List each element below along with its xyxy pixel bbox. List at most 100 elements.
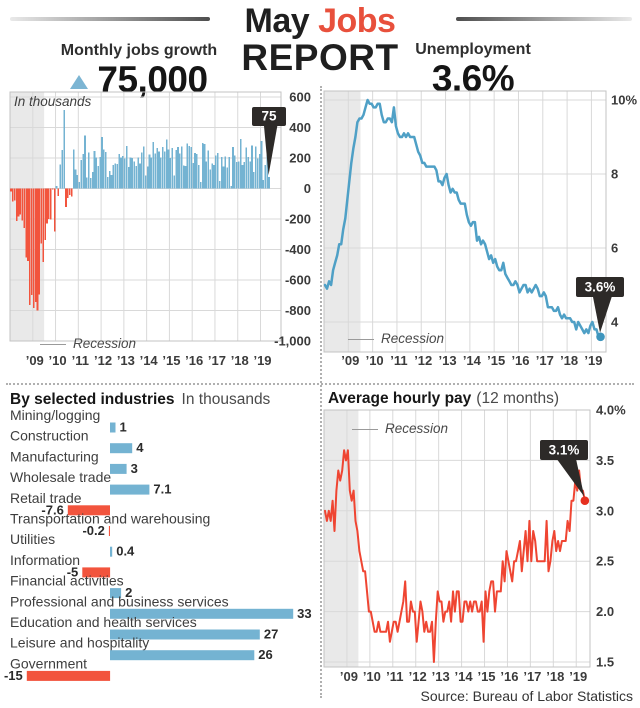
recession-band <box>324 91 361 352</box>
svg-text:200: 200 <box>289 151 311 166</box>
svg-text:Financial activities: Financial activities <box>10 573 124 589</box>
svg-text:’09: ’09 <box>26 353 44 368</box>
svg-text:’15: ’15 <box>487 353 505 368</box>
latest-point-dot <box>580 496 590 506</box>
recession-leader-line <box>352 428 378 430</box>
svg-text:’10: ’10 <box>366 353 384 368</box>
svg-text:’10: ’10 <box>49 353 67 368</box>
svg-text:’19: ’19 <box>253 353 271 368</box>
svg-text:-7.6: -7.6 <box>41 502 63 517</box>
recession-label-unemployment: Recession <box>348 331 444 346</box>
latest-point-dot <box>596 332 605 342</box>
svg-text:-800: -800 <box>285 303 311 318</box>
svg-text:Government: Government <box>10 655 87 671</box>
svg-text:-5: -5 <box>67 564 79 579</box>
recession-band <box>10 92 45 341</box>
svg-text:’10: ’10 <box>363 669 381 684</box>
svg-text:2: 2 <box>125 585 132 600</box>
series-line <box>323 98 602 339</box>
svg-text:-600: -600 <box>285 273 311 288</box>
svg-text:1: 1 <box>120 420 127 435</box>
recession-label-jobs: Recession <box>40 336 136 351</box>
svg-text:10%: 10% <box>611 93 637 108</box>
svg-text:’13: ’13 <box>117 353 135 368</box>
svg-text:’16: ’16 <box>500 669 518 684</box>
svg-text:’18: ’18 <box>231 353 249 368</box>
page-title: May Jobs <box>160 2 480 40</box>
unemployment-chart: 10% 8 6 4 ’09 ’10 ’11 ’12 ’13 ’14 ’15 ’16 ’17 ’18 ’19 3… <box>323 90 637 368</box>
svg-text:4: 4 <box>611 315 619 330</box>
industry-bar <box>110 608 294 619</box>
svg-text:3.6%: 3.6% <box>585 280 616 295</box>
svg-text:1.5: 1.5 <box>596 655 614 670</box>
recession-band <box>324 410 359 667</box>
svg-text:Manufacturing: Manufacturing <box>10 448 99 464</box>
svg-text:75: 75 <box>261 109 277 124</box>
svg-text:7.1: 7.1 <box>153 482 171 497</box>
svg-text:’11: ’11 <box>390 353 407 368</box>
svg-text:’14: ’14 <box>463 353 482 368</box>
svg-text:26: 26 <box>258 647 272 662</box>
callout-box <box>252 107 286 126</box>
industry-bar <box>110 463 127 474</box>
pay-panel-heading: Average hourly pay (12 months) <box>328 390 559 407</box>
svg-text:-0.2: -0.2 <box>82 523 104 538</box>
industry-bar <box>110 546 113 557</box>
svg-text:Retail trade: Retail trade <box>10 490 82 506</box>
svg-text:Professional and business serv: Professional and business services <box>10 593 229 609</box>
svg-text:’15: ’15 <box>162 353 180 368</box>
svg-text:2.5: 2.5 <box>596 554 614 569</box>
svg-text:Information: Information <box>10 552 80 568</box>
header-rule-left-decoration <box>10 17 210 21</box>
svg-text:’09: ’09 <box>341 353 359 368</box>
industries-panel-heading: By selected industries In thousands <box>10 391 271 408</box>
svg-text:3.0: 3.0 <box>596 503 614 518</box>
svg-text:’16: ’16 <box>511 353 529 368</box>
industry-bar <box>108 526 110 536</box>
svg-text:’12: ’12 <box>414 353 432 368</box>
svg-text:’17: ’17 <box>536 353 554 368</box>
svg-text:’12: ’12 <box>94 353 112 368</box>
svg-text:600: 600 <box>289 90 311 105</box>
horizontal-dotted-divider <box>6 383 634 385</box>
svg-text:-400: -400 <box>285 242 311 257</box>
industry-bar <box>110 484 150 495</box>
svg-text:’11: ’11 <box>386 669 403 684</box>
svg-text:3.1%: 3.1% <box>549 443 580 458</box>
svg-text:27: 27 <box>264 627 278 642</box>
svg-text:’17: ’17 <box>523 669 541 684</box>
svg-text:’17: ’17 <box>208 353 226 368</box>
svg-text:0.4: 0.4 <box>116 544 135 559</box>
svg-text:8: 8 <box>611 167 618 182</box>
industries-chart: Mining/logging 1 Construction 4 Manufacturin… <box>4 407 312 683</box>
vertical-dotted-divider <box>320 86 322 698</box>
monthly-jobs-growth-label: Monthly jobs growth <box>60 42 218 59</box>
svg-text:Wholesale trade: Wholesale trade <box>10 469 111 485</box>
callout-box <box>540 440 588 460</box>
svg-text:0: 0 <box>304 181 311 196</box>
svg-text:400: 400 <box>289 120 311 135</box>
svg-text:’18: ’18 <box>560 353 578 368</box>
header-rule-right-decoration <box>456 17 632 21</box>
callout-pointer <box>263 125 278 176</box>
svg-text:Education and health services: Education and health services <box>10 614 197 630</box>
source-attribution: Source: Bureau of Labor Statistics <box>420 688 633 704</box>
svg-text:33: 33 <box>297 606 311 621</box>
industry-bar <box>82 567 111 578</box>
svg-text:2.0: 2.0 <box>596 604 614 619</box>
svg-text:-200: -200 <box>285 212 311 227</box>
svg-text:Construction: Construction <box>10 428 89 444</box>
svg-text:’19: ’19 <box>569 669 587 684</box>
svg-text:’16: ’16 <box>185 353 203 368</box>
up-triangle-icon <box>70 75 89 89</box>
recession-label-pay: Recession <box>352 421 448 436</box>
monthly-bars <box>10 109 270 311</box>
industry-bar <box>26 670 111 681</box>
svg-text:’12: ’12 <box>409 669 427 684</box>
svg-text:’14: ’14 <box>140 353 159 368</box>
svg-text:’11: ’11 <box>72 353 89 368</box>
title-month: May <box>244 2 310 40</box>
svg-text:4.0%: 4.0% <box>596 403 626 418</box>
